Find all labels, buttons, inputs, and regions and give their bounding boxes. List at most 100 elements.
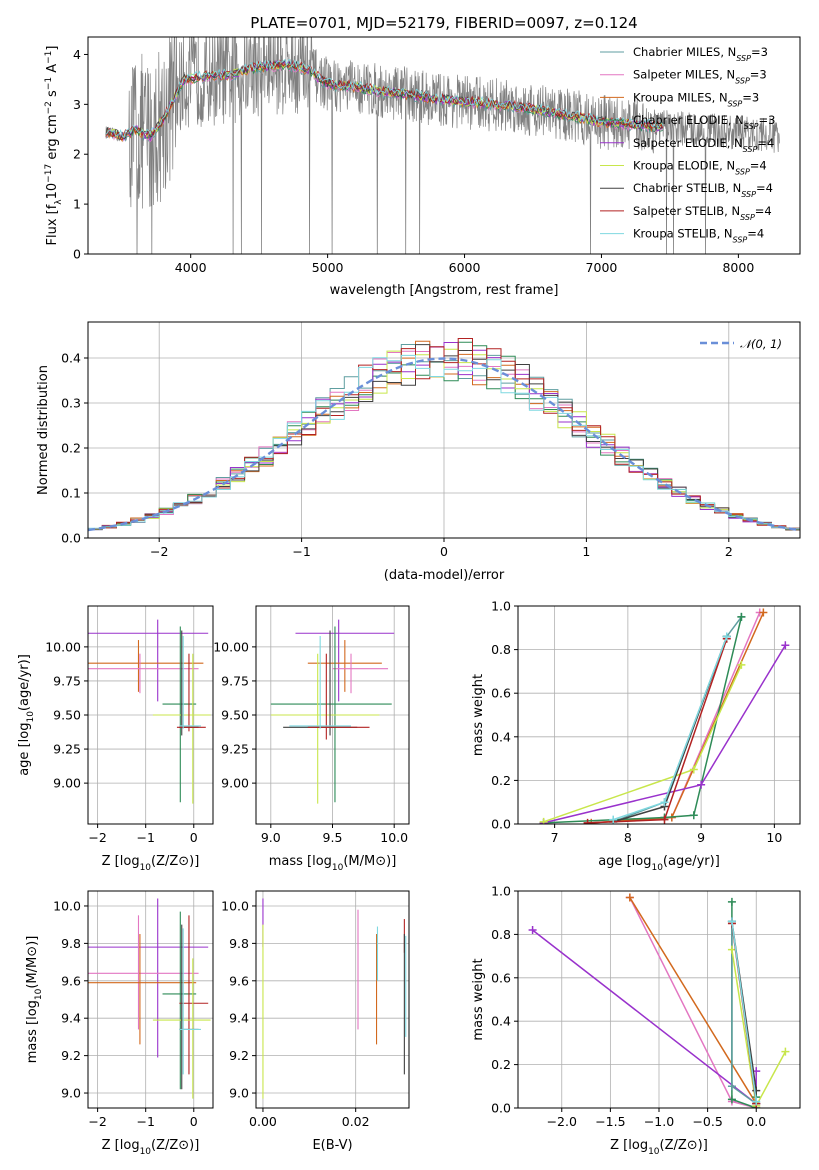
y-tick-label: 9.6 [229,973,249,988]
x-axis-label: E(B-V) [312,1138,352,1153]
legend-label: Kroupa ELODIE, NSSP=4 [633,159,767,177]
model-spectrum-line [105,62,664,142]
x-tick-label: −1 [136,830,154,845]
mass-weight-line [591,612,765,824]
plus-marker [539,817,548,824]
x-tick-label: 0 [190,1114,198,1129]
x-tick-label: 10.0 [380,830,408,845]
plus-marker [737,612,746,621]
plot-area [270,619,395,804]
plus-marker [752,1086,761,1095]
y-tick-label: 0.2 [491,773,511,788]
legend-label: Salpeter MILES, NSSP=3 [633,68,767,86]
figure-title: PLATE=0701, MJD=52179, FIBERID=0097, z=0… [250,14,637,32]
x-tick-label: −1.0 [644,1114,674,1129]
y-tick-label: 9.75 [53,673,81,688]
x-tick-label: 7000 [586,260,618,275]
axes-frame [87,36,801,255]
x-tick-label: 8000 [722,260,754,275]
mass-weight-line [532,929,757,1106]
y-tick-label: 0.0 [491,1101,511,1116]
y-tick-label: 9.2 [61,1048,81,1063]
axes-frame [517,605,801,825]
axes-frame [255,605,410,825]
y-tick-label: 0.2 [61,441,81,456]
y-tick-label: 0.8 [491,642,511,657]
y-tick-label: 9.50 [53,708,81,723]
axes-frame [87,321,801,539]
y-tick-label: 0 [73,247,81,262]
y-tick-label: 9.2 [229,1048,249,1063]
residual-histogram-panel: −2 −1 0 1 2 0.0 0.1 0.2 0.3 0.4 (data-model)/error… [36,321,801,583]
y-tick-label: 0.2 [491,1057,511,1072]
y-tick-label: 4 [73,47,81,62]
model-spectrum-line [105,59,664,140]
x-axis-label: Z [log10(Z/Z⊙)] [102,1138,200,1157]
x-tick-label: −1 [292,544,310,559]
y-tick-label: 9.75 [221,673,249,688]
y-tick-label: 10.00 [213,639,249,654]
x-tick-label: 2 [725,544,733,559]
y-axis-label: mass [log10(M/M⊙)] [25,936,44,1064]
x-axis-label: age [log10(age/yr)] [598,854,720,873]
mass-vs-metallicity-panel: −2 −1 0 9.0 9.2 9.4 9.6 9.8 10.0 Z [log10(Z/Z⊙)] m… [25,890,214,1157]
plus-marker [737,660,746,669]
x-axis-label: Z [log10(Z/Z⊙)] [610,1138,708,1157]
plot-area [88,898,211,1099]
plot-area [88,619,211,804]
y-tick-label: 9.0 [229,1086,249,1101]
y-tick-label: 2 [73,147,81,162]
x-tick-label: 8 [624,830,632,845]
x-tick-label: −1.5 [595,1114,625,1129]
y-tick-label: 9.8 [61,936,81,951]
plus-marker [609,815,618,824]
plus-marker [727,1095,736,1104]
data-spectrum [105,37,780,254]
plus-marker [727,917,736,926]
y-tick-label: 1.0 [491,884,511,899]
age-vs-mass-panel: 9.0 9.5 10.0 9.00 9.25 9.50 9.75 10.00 mass [log… [213,605,410,873]
mass-vs-extinction-panel: 0.00 0.02 9.0 9.2 9.4 9.6 9.8 10.0 E(B-V) [221,890,410,1153]
plot-area [539,608,790,824]
x-tick-label: −0.5 [692,1114,722,1129]
x-axis-label: (data-model)/error [384,568,505,583]
mass-weight-line [543,616,743,824]
model-spectrum-line [105,61,664,143]
y-axis-label: mass weight [471,958,486,1040]
legend-label: Salpeter STELIB, NSSP=4 [633,204,772,222]
histogram-step-line [88,354,800,533]
spectrum-panel: 4000 5000 6000 7000 8000 0 1 2 3 4 wavelength [Ang… [44,36,801,298]
y-tick-label: 9.50 [221,708,249,723]
plot-area [528,893,790,1108]
y-tick-label: 0.0 [491,817,511,832]
x-tick-label: 6000 [449,260,481,275]
plus-marker [727,945,736,954]
mass-weight-vs-age-panel: 7 8 9 10 0.0 0.2 0.4 0.6 0.8 1.0 age [log10(age/yr… [471,599,801,873]
x-tick-label: 0.00 [249,1114,277,1129]
x-tick-label: −2.0 [547,1114,577,1129]
legend-label: Chabrier MILES, NSSP=3 [633,45,768,63]
x-tick-label: 0.0 [746,1114,766,1129]
gaussian-reference-line [88,357,800,532]
y-tick-label: 3 [73,97,81,112]
mass-weight-line [731,921,757,1102]
y-tick-label: 9.4 [61,1011,81,1026]
plot-area [105,37,780,254]
y-axis-label: Flux [fλ10−17 erg cm−2 s−1 A−1] [44,46,64,246]
model-spectrum-line [105,58,664,139]
plus-marker [660,798,669,807]
x-tick-label: 0 [190,830,198,845]
age-vs-metallicity-panel: −2 −1 0 9.00 9.25 9.50 9.75 10.00 Z [log10(Z/Z⊙)… [17,605,214,873]
legend-label: Chabrier STELIB, NSSP=4 [633,181,773,199]
x-tick-label: −2 [88,830,106,845]
model-spectrum-line [105,60,664,143]
x-axis-label: Z [log10(Z/Z⊙)] [102,854,200,873]
plus-marker [689,765,698,774]
y-tick-label: 9.00 [221,776,249,791]
axes-frame [87,605,214,825]
legend-label: Chabrier ELODIE, NSSP=3 [633,113,775,131]
y-tick-label: 10.0 [53,898,81,913]
plus-marker [722,632,731,641]
x-tick-label: 9.0 [261,830,281,845]
plus-marker [727,897,736,906]
